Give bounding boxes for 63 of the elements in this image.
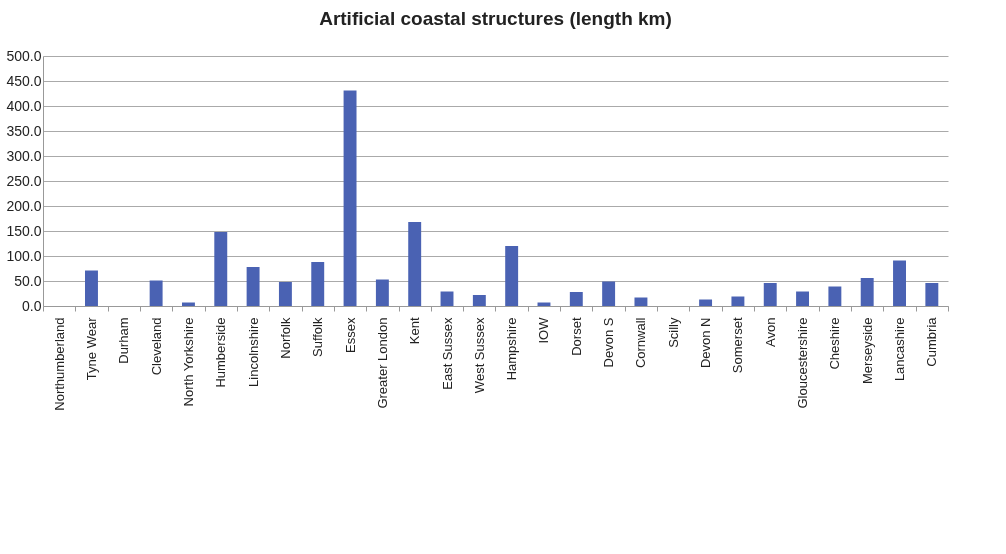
x-tick-label: Devon S: [601, 317, 617, 368]
x-tick-label: Devon N: [698, 317, 714, 369]
x-tick-label: North Yorkshire: [180, 317, 196, 407]
y-tick-label: 350.0: [6, 122, 42, 139]
bar: [796, 291, 810, 306]
x-tick-label: Hampshire: [504, 317, 520, 381]
x-tick-label: Gloucestershire: [795, 317, 811, 409]
bar: [828, 286, 842, 306]
x-tick-label: Humberside: [213, 317, 229, 388]
bar: [699, 299, 713, 306]
y-tick-label: 250.0: [6, 172, 42, 189]
bar: [505, 246, 519, 306]
y-tick-label: 200.0: [6, 197, 42, 214]
y-tick-label: 0.0: [22, 297, 42, 314]
bar: [246, 267, 260, 306]
bar: [925, 283, 939, 306]
x-tick-label: Cheshire: [827, 317, 843, 370]
x-tick-label: Lancashire: [892, 317, 908, 382]
bar: [440, 291, 454, 306]
x-tick-label: Cleveland: [148, 317, 164, 376]
bar: [731, 296, 745, 306]
x-tick-label: Northumberland: [51, 317, 67, 411]
x-tick-label: Avon: [762, 317, 778, 347]
bar: [860, 278, 874, 306]
x-tick-label: Tyne Wear: [83, 316, 99, 381]
x-tick-label: Durham: [116, 317, 132, 364]
x-tick-label: Greater London: [374, 317, 390, 409]
y-tick-label: 300.0: [6, 147, 42, 164]
y-tick-label: 400.0: [6, 97, 42, 114]
x-tick-label: IOW: [536, 316, 552, 344]
bar: [408, 222, 422, 306]
x-tick-label: Suffolk: [310, 317, 326, 358]
x-tick-label: East Sussex: [439, 317, 455, 390]
bar: [85, 270, 98, 306]
y-tick-label: 450.0: [6, 72, 42, 89]
x-tick-label: Merseyside: [859, 317, 875, 384]
y-tick-label: 50.0: [14, 272, 42, 289]
x-tick-label: Essex: [342, 317, 358, 353]
x-tick-label: Cornwall: [633, 317, 649, 369]
bar: [634, 297, 648, 306]
y-tick-label: 100.0: [6, 247, 42, 264]
bar: [602, 281, 616, 306]
y-tick-label: 150.0: [6, 222, 42, 239]
bar: [149, 280, 163, 306]
x-tick-label: West Sussex: [471, 317, 487, 394]
bar: [343, 90, 357, 306]
chart-title: Artificial coastal structures (length km): [319, 8, 672, 29]
x-tick-label: Somerset: [730, 317, 746, 374]
y-tick-label: 500.0: [6, 47, 42, 64]
bar: [214, 232, 228, 306]
x-tick-label: Norfolk: [277, 317, 293, 359]
bar: [763, 283, 777, 306]
x-tick-label: Cumbria: [924, 316, 940, 367]
bar: [375, 279, 389, 306]
bar: [278, 282, 292, 306]
bar: [893, 260, 906, 306]
x-tick-label: Lincolnshire: [245, 317, 261, 387]
x-tick-label: Dorset: [568, 317, 584, 356]
x-tick-label: Kent: [407, 317, 423, 345]
x-tick-label: Scilly: [665, 317, 681, 348]
bar: [472, 295, 486, 306]
bar: [311, 262, 325, 306]
bar: [569, 292, 583, 306]
